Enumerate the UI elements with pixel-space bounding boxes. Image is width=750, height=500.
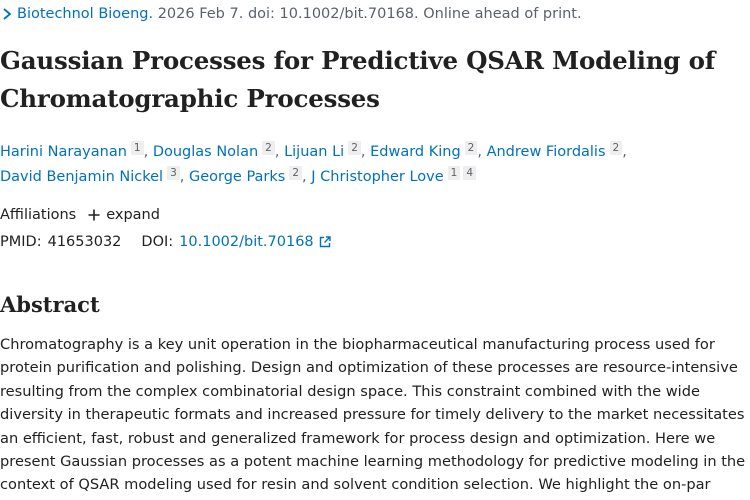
- author-link[interactable]: Andrew Fiordalis: [486, 144, 606, 160]
- author: Edward King 2: [370, 141, 478, 160]
- affiliation-ref[interactable]: 2: [262, 141, 275, 155]
- abstract-line: resulting from the complex combinatorial…: [0, 382, 700, 400]
- abstract-line: protein purification and polishing. Desi…: [0, 359, 738, 377]
- article-title: Gaussian Processes for Predictive QSAR M…: [0, 42, 748, 118]
- journal-link[interactable]: Biotechnol Bioeng.: [17, 6, 154, 22]
- abstract-text: Chromatography is a key unit operation i…: [0, 333, 750, 497]
- abstract-heading: Abstract: [0, 292, 100, 317]
- author: Douglas Nolan 2: [152, 141, 275, 160]
- abstract-line: an efficient, fast, robust and generaliz…: [0, 429, 716, 447]
- citation-line: Biotechnol Bioeng. 2026 Feb 7. doi: 10.1…: [0, 3, 582, 25]
- author-link[interactable]: Edward King: [370, 144, 461, 160]
- author-link[interactable]: George Parks: [188, 169, 286, 185]
- abstract-line: context of QSAR modeling used for resin …: [0, 476, 711, 494]
- affiliation-ref[interactable]: 3: [167, 166, 180, 180]
- doi-link[interactable]: 10.1002/bit.70168: [179, 234, 331, 250]
- expand-affiliations-button[interactable]: expand: [88, 207, 160, 223]
- abstract-line: Chromatography is a key unit operation i…: [0, 336, 715, 353]
- affiliation-ref[interactable]: 2: [609, 141, 623, 155]
- author: George Parks 2: [188, 166, 303, 185]
- affiliations-label: Affiliations: [0, 207, 77, 223]
- pmid-value: 41653032: [47, 234, 122, 250]
- chevron-right-icon[interactable]: [0, 6, 14, 22]
- author-list: Harini Narayanan 1, Douglas Nolan 2, Lijua…: [0, 141, 627, 185]
- affiliation-ref[interactable]: 1: [447, 166, 461, 180]
- author: Andrew Fiordalis 2: [486, 141, 623, 160]
- author-link[interactable]: Lijuan Li: [284, 144, 345, 160]
- affiliation-ref[interactable]: 2: [348, 141, 361, 155]
- author-link[interactable]: J Christopher Love: [311, 169, 444, 185]
- author-link[interactable]: Harini Narayanan: [0, 144, 127, 160]
- affiliation-ref[interactable]: 2: [289, 166, 303, 180]
- author: David Benjamin Nickel 3: [0, 166, 180, 185]
- doi-value: 10.1002/bit.70168: [179, 234, 314, 250]
- external-link-icon: [319, 236, 331, 248]
- doi-label: DOI:: [141, 234, 174, 250]
- abstract-line: present Gaussian processes as a potent m…: [0, 453, 746, 471]
- identifiers-row: PMID: 41653032 DOI: 10.1002/bit.70168: [0, 231, 331, 253]
- author-link[interactable]: David Benjamin Nickel: [0, 169, 164, 185]
- abstract-line: diversity in therapeutic formats and inc…: [0, 406, 745, 424]
- title-line: Gaussian Processes for Predictive QSAR M…: [0, 46, 716, 75]
- affiliation-ref[interactable]: 2: [464, 141, 478, 155]
- affiliations-row: Affiliations expand: [0, 204, 160, 226]
- author: Harini Narayanan 1: [0, 141, 144, 160]
- citation-details-text: 2026 Feb 7. doi: 10.1002/bit.70168. Onli…: [157, 6, 582, 22]
- author-link[interactable]: Douglas Nolan: [152, 144, 259, 160]
- title-line: Chromatographic Processes: [0, 84, 380, 113]
- expand-label: expand: [106, 207, 160, 223]
- affiliation-ref[interactable]: 1: [130, 141, 144, 155]
- pmid-label: PMID:: [0, 234, 42, 250]
- citation-details: 2026 Feb 7. doi: 10.1002/bit.70168. Onli…: [153, 6, 582, 22]
- author: J Christopher Love 1 4: [311, 166, 477, 185]
- affiliation-ref[interactable]: 4: [463, 166, 477, 180]
- plus-icon: [88, 209, 100, 221]
- author: Lijuan Li 2: [284, 141, 361, 160]
